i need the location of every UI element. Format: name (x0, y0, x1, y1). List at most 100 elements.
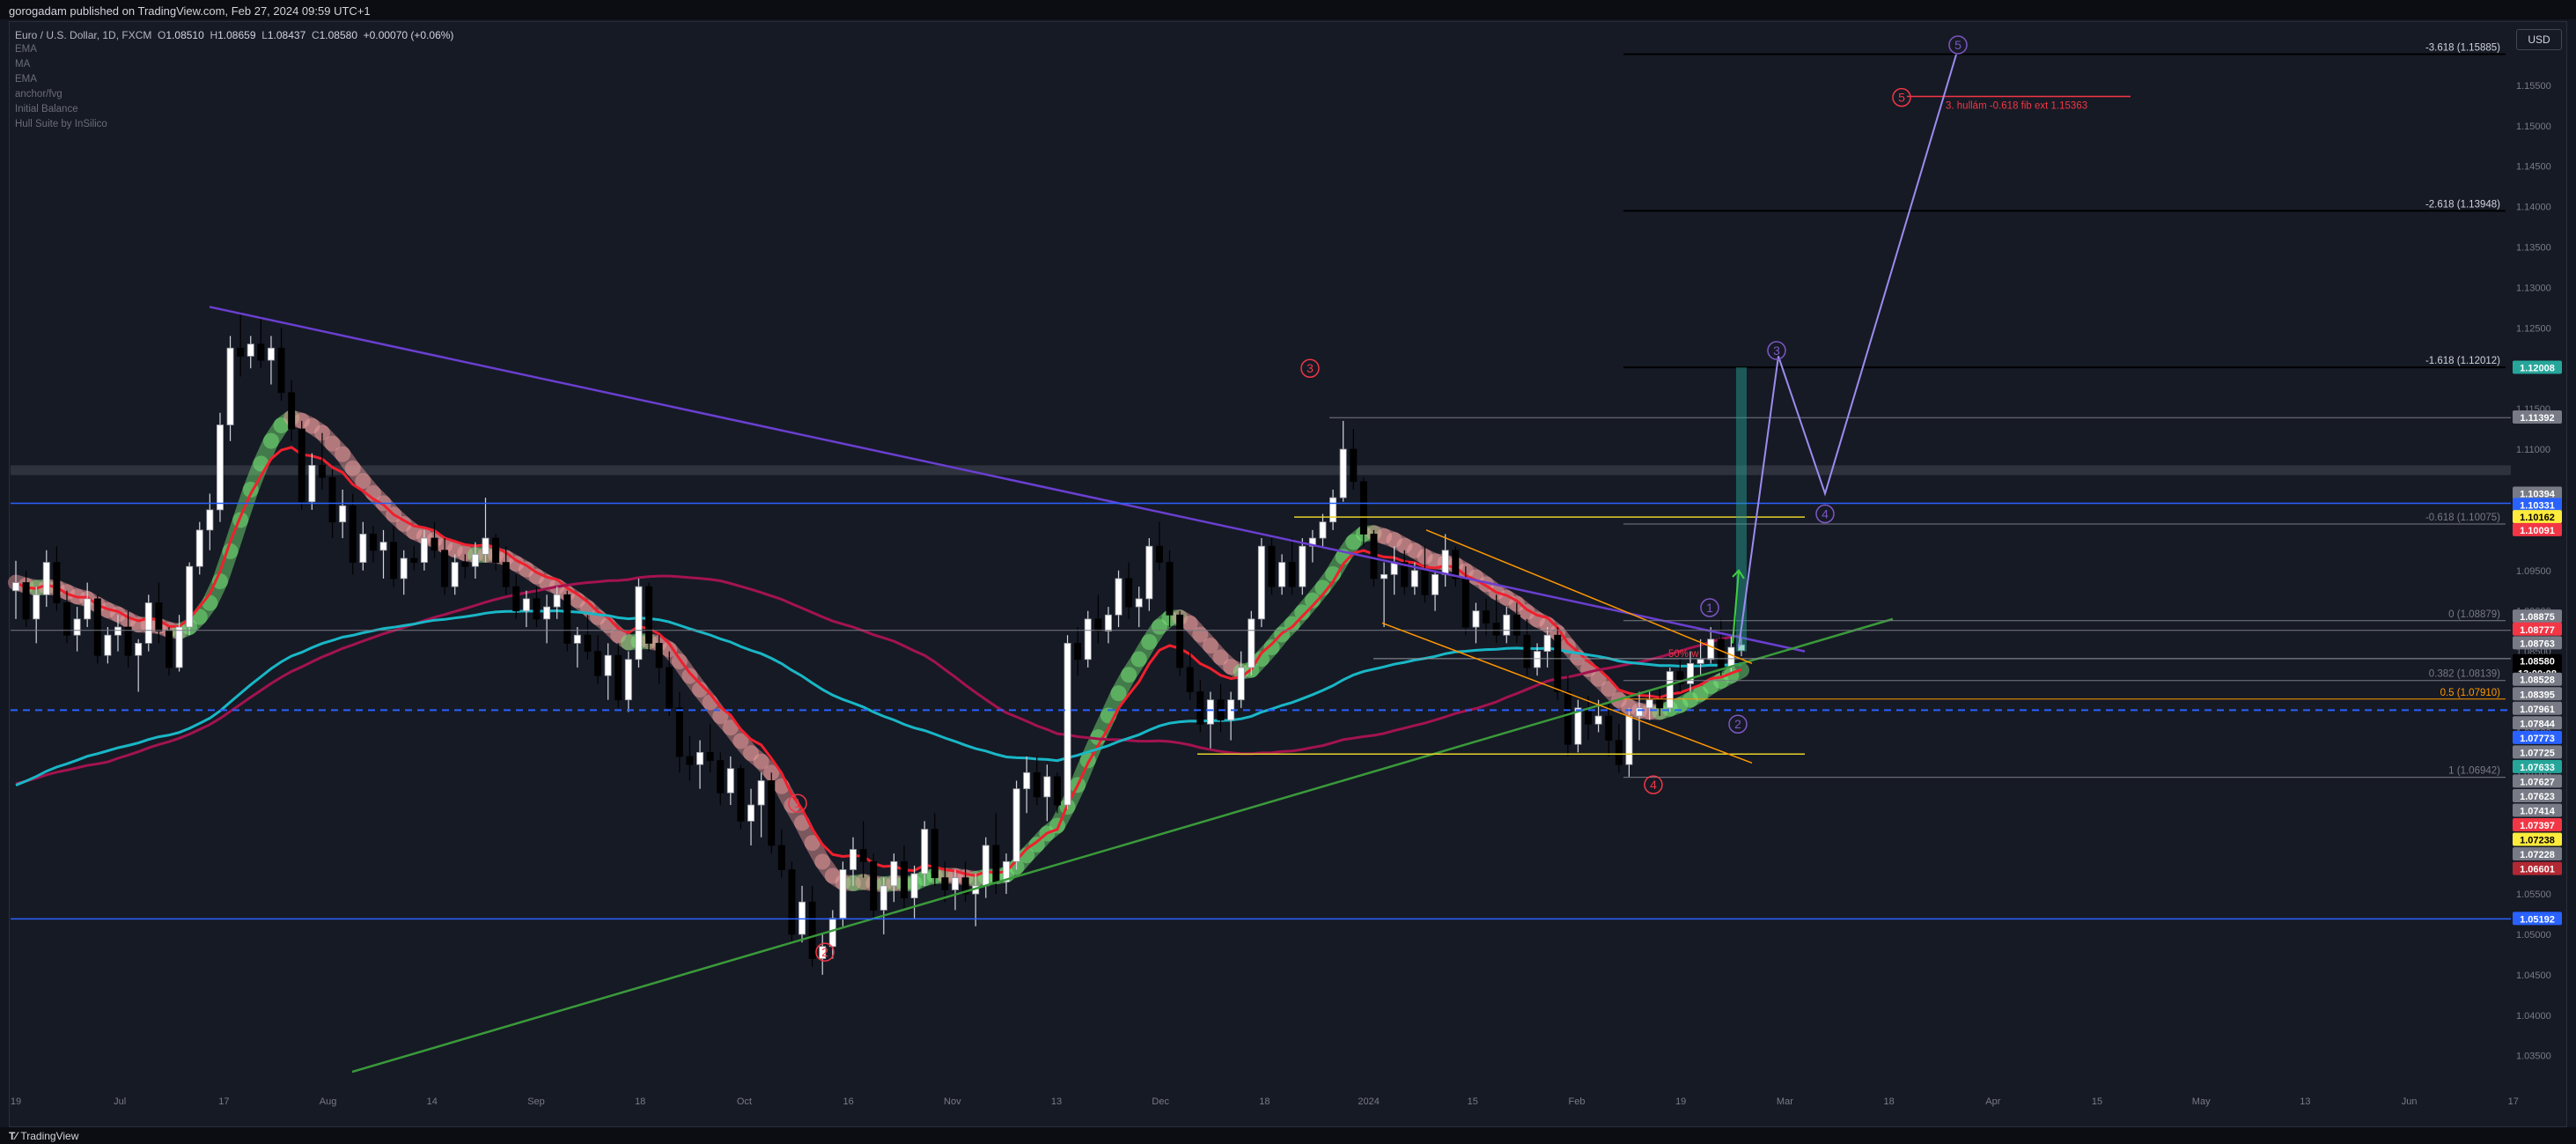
hull-ribbon-segment (1570, 649, 1597, 677)
hull-ribbon-segment (671, 653, 698, 684)
candle-body (1554, 634, 1562, 692)
indicator-ema-1[interactable]: EMA (15, 44, 37, 55)
candle-body (655, 643, 663, 668)
publish-info: gorogadam published on TradingView.com, … (9, 4, 371, 18)
price-tick: 1.13500 (2516, 243, 2551, 254)
indicator-ema-2[interactable]: EMA (15, 74, 37, 85)
price-badge (2513, 716, 2562, 730)
candle-body (512, 586, 520, 612)
candle-body (1615, 740, 1623, 765)
hull-ribbon-segment (355, 473, 381, 501)
candle-body (1605, 715, 1613, 741)
price-badge (2513, 609, 2562, 624)
indicator-hull-suite[interactable]: Hull Suite by InSilico (15, 119, 107, 129)
fib-level-label: -0.618 (1.10075) (2425, 513, 2500, 523)
candle-body (502, 562, 510, 587)
candle-body (1104, 614, 1112, 632)
candle-body (1145, 545, 1153, 600)
candle-body (328, 476, 336, 523)
price-badge (2513, 861, 2562, 875)
hull-ribbon-segment (1090, 707, 1116, 746)
currency-selector[interactable]: USD (2516, 29, 2562, 50)
time-tick: 2024 (1358, 1096, 1379, 1107)
price-badge-label: 1.07961 (2520, 705, 2555, 715)
price-badge-label: 1.07725 (2520, 748, 2555, 758)
candle-body (1687, 662, 1695, 684)
publish-bar (0, 0, 2576, 19)
candle-body (941, 877, 949, 890)
candle-body (1625, 715, 1633, 765)
candle-body (1564, 691, 1571, 745)
candle-body (1002, 860, 1010, 882)
candle-body (951, 877, 959, 890)
candle-body (1503, 614, 1511, 636)
hull-ribbon-segment (1692, 678, 1719, 702)
candle-body (1206, 699, 1214, 725)
projection-path (1738, 54, 1957, 648)
wave-label-red: 1 (794, 796, 801, 810)
wave-label-purple: 5 (1954, 38, 1961, 52)
candle-body (420, 537, 428, 563)
price-badge-label: 1.07623 (2520, 792, 2555, 802)
candle-body (33, 594, 40, 620)
hull-ribbon-segment (712, 708, 739, 736)
candle-body (1727, 646, 1735, 668)
close-value: 1.08580 (319, 29, 357, 41)
candle-body (73, 618, 81, 636)
hull-ribbon-segment (1386, 532, 1413, 554)
price-tick: 1.09500 (2516, 566, 2551, 577)
candle-body (1176, 614, 1184, 668)
hull-ribbon-segment (202, 573, 228, 611)
candle-body (1574, 707, 1582, 745)
candle-body (706, 751, 714, 761)
candle-body (1043, 776, 1051, 798)
candle-body (186, 565, 194, 628)
price-badge-label: 1.06601 (2520, 865, 2555, 875)
candle-body (175, 626, 183, 668)
fib-level-label: -3.618 (1.15885) (2425, 43, 2500, 54)
low-label: L (261, 29, 268, 41)
candle-body (461, 562, 469, 567)
hull-ribbon-segment (692, 682, 718, 711)
fib-small-label: 50% w (1668, 649, 1699, 660)
candle-body (880, 885, 887, 911)
hull-ribbon-segment (763, 764, 790, 794)
indicator-initial-balance[interactable]: Initial Balance (15, 104, 78, 114)
candle-body (1472, 610, 1480, 628)
candle-body (768, 780, 776, 846)
candle-body (247, 343, 254, 357)
candle-body (737, 768, 745, 822)
candle-body (1064, 643, 1071, 806)
time-tick: Sep (527, 1096, 545, 1107)
symbol-name[interactable]: Euro / U.S. Dollar, 1D, FXCM (15, 29, 152, 41)
tradingview-logo[interactable]: T⁄ TradingView (9, 1130, 78, 1142)
annotation-label: 3. hullám -0.618 fib ext 1.15363 (1946, 100, 2087, 111)
fib-level-label: 0.382 (1.08139) (2429, 669, 2500, 680)
hull-ribbon-segment (211, 542, 239, 590)
candle-body (900, 860, 908, 899)
wave-label-red-circle (815, 942, 835, 962)
price-tick: 1.13000 (2516, 283, 2551, 293)
candle-body (584, 634, 592, 652)
candle-body (1483, 610, 1490, 624)
price-badge (2513, 486, 2562, 500)
hull-ribbon-segment (304, 417, 330, 441)
indicator-ma[interactable]: MA (15, 59, 31, 70)
chart-panel[interactable] (9, 21, 2567, 1127)
hull-ribbon-segment (794, 815, 821, 852)
price-badge (2513, 701, 2562, 715)
price-badge (2513, 818, 2562, 831)
candle-body (104, 634, 112, 656)
footer-bar (0, 1127, 2576, 1144)
hull-ribbon-segment (99, 602, 126, 623)
price-badge-label: 1.08580 (2520, 657, 2555, 668)
indicator-anchor-fvg[interactable]: anchor/fvg (15, 89, 63, 100)
candle-body (839, 869, 847, 919)
candle-body (1125, 578, 1133, 608)
candle-body (921, 829, 929, 875)
candles (12, 311, 1745, 975)
candle-body (1329, 497, 1337, 523)
candle-body (1155, 545, 1163, 563)
candle-body (451, 562, 459, 587)
